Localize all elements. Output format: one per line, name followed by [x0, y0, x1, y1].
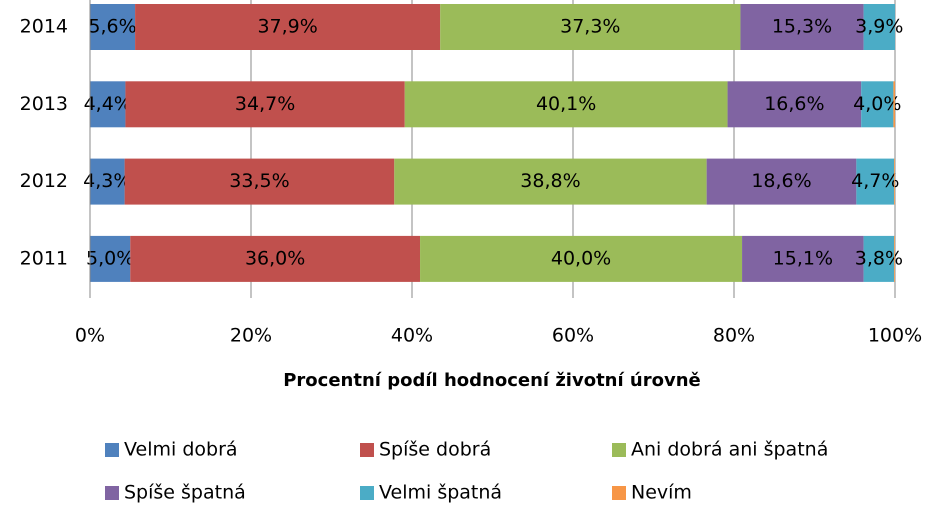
legend-swatch — [360, 486, 374, 500]
x-tick-label: 80% — [713, 325, 755, 347]
legend-label: Velmi špatná — [379, 482, 502, 504]
data-label: 37,3% — [560, 16, 620, 38]
legend-label: Spíše špatná — [124, 482, 246, 504]
legend-swatch — [612, 443, 626, 457]
data-label: 5,0% — [86, 247, 134, 269]
bar-segment — [394, 158, 707, 205]
legend-swatch — [360, 443, 374, 457]
y-tick-label: 2014 — [20, 16, 68, 38]
y-tick-label: 2011 — [20, 247, 68, 269]
x-axis-title: Procentní podíl hodnocení životní úrovně — [283, 370, 701, 391]
legend-label: Velmi dobrá — [124, 439, 238, 461]
bar-segment — [125, 81, 405, 128]
bar-segment — [740, 4, 864, 50]
legend-label: Spíše dobrá — [379, 439, 491, 461]
data-label: 3,9% — [855, 16, 903, 38]
data-label: 15,3% — [772, 16, 832, 38]
y-tick-label: 2012 — [20, 170, 68, 192]
x-tick-label: 40% — [391, 325, 433, 347]
bar-segment — [420, 235, 743, 282]
x-tick-label: 0% — [75, 325, 105, 347]
bar-segment — [856, 158, 895, 205]
data-label: 4,0% — [853, 93, 901, 115]
bar-segment — [894, 235, 895, 282]
bar-segment — [742, 235, 864, 282]
data-label: 4,4% — [84, 93, 132, 115]
x-tick-label: 100% — [868, 325, 922, 347]
x-tick-label: 60% — [552, 325, 594, 347]
data-label: 34,7% — [235, 93, 295, 115]
data-label: 4,3% — [83, 170, 131, 192]
legend-label: Nevím — [631, 482, 692, 504]
bar-segment — [90, 158, 125, 205]
data-label: 40,1% — [536, 93, 596, 115]
legend-swatch — [105, 486, 119, 500]
bar-segment — [861, 81, 894, 128]
bar-segment — [440, 4, 741, 50]
data-label: 40,0% — [551, 247, 611, 269]
x-tick-label: 20% — [230, 325, 272, 347]
bar-segment — [863, 4, 895, 50]
data-label: 36,0% — [245, 247, 305, 269]
bar-segment — [404, 81, 728, 128]
legend-swatch — [105, 443, 119, 457]
bar-segment — [135, 4, 441, 50]
bar-segment — [727, 81, 862, 128]
y-tick-label: 2013 — [20, 93, 68, 115]
bar-segment — [124, 158, 395, 205]
data-label: 18,6% — [751, 170, 811, 192]
legend-label: Ani dobrá ani špatná — [631, 439, 828, 461]
bar-segment — [90, 4, 136, 50]
data-label: 38,8% — [520, 170, 580, 192]
bar-segment — [863, 235, 895, 282]
data-label: 16,6% — [764, 93, 824, 115]
data-label: 15,1% — [773, 247, 833, 269]
bar-segment — [706, 158, 857, 205]
bar-segment — [894, 158, 895, 205]
bar-segment — [90, 81, 126, 128]
bar-segment — [893, 81, 895, 128]
bar-segment — [130, 235, 421, 282]
legend-swatch — [612, 486, 626, 500]
data-label: 37,9% — [257, 16, 317, 38]
data-label: 4,7% — [851, 170, 899, 192]
bar-segment — [90, 235, 131, 282]
data-label: 33,5% — [229, 170, 289, 192]
data-label: 3,8% — [855, 247, 903, 269]
data-label: 5,6% — [88, 16, 136, 38]
